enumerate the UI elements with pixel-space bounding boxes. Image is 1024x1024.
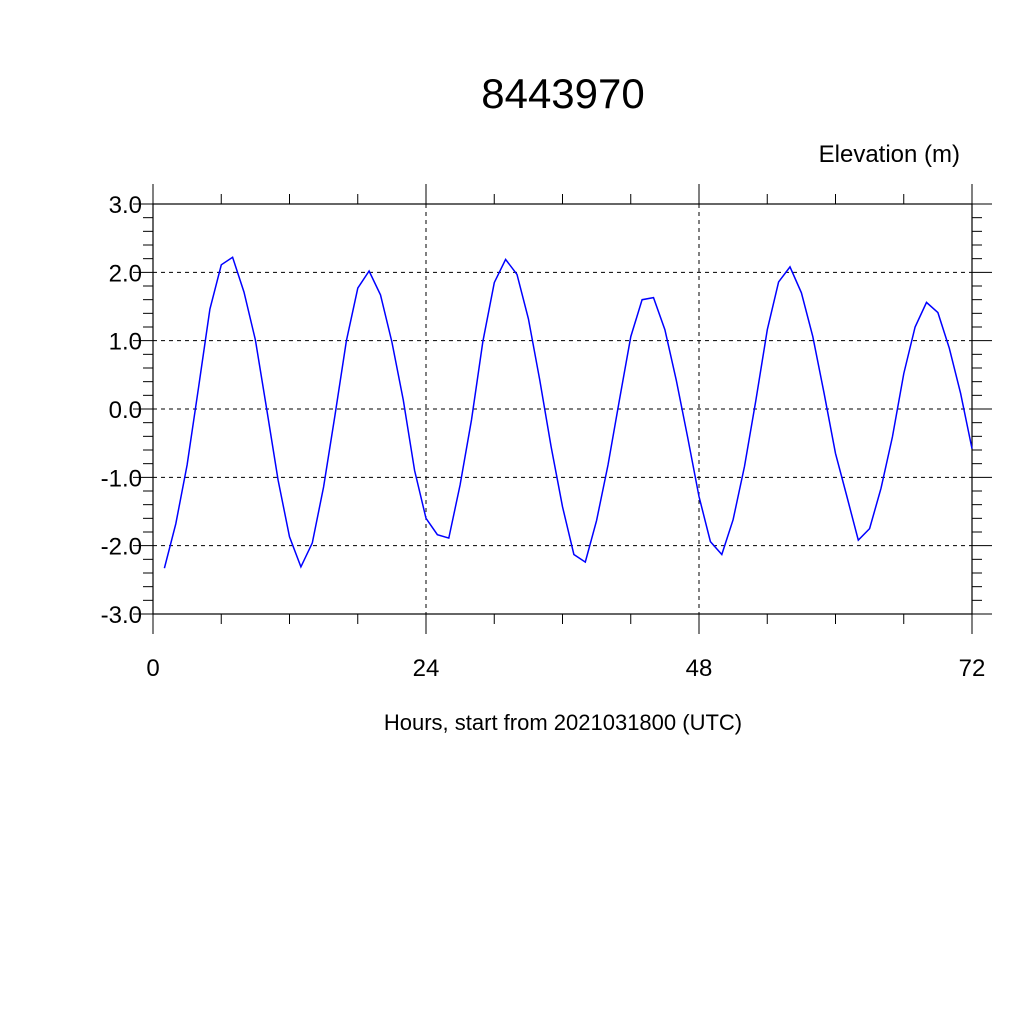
x-axis-label: Hours, start from 2021031800 (UTC) <box>384 710 742 735</box>
series-layer <box>163 256 973 569</box>
axis-ticks <box>133 184 992 634</box>
y-tick-label: 0.0 <box>109 397 142 424</box>
elevation-line <box>163 256 973 569</box>
y-tick-label: 1.0 <box>109 329 142 356</box>
y-axis-label: Elevation (m) <box>819 141 960 168</box>
y-tick-label: 2.0 <box>109 260 142 287</box>
y-tick-label: 3.0 <box>109 192 142 219</box>
chart-title: 8443970 <box>481 70 645 117</box>
y-tick-label: -1.0 <box>101 465 142 492</box>
x-tick-label: 0 <box>146 655 159 682</box>
plot-frame <box>152 203 973 615</box>
y-tick-label: -3.0 <box>101 602 142 629</box>
x-tick-label: 24 <box>413 655 440 682</box>
x-tick-label: 48 <box>686 655 713 682</box>
gridlines <box>152 203 973 615</box>
tick-labels: 0 24 48 72 -3.0 -2.0 -1.0 0.0 1.0 2.0 3.0 <box>101 192 986 682</box>
y-tick-label: -2.0 <box>101 534 142 561</box>
x-tick-label: 72 <box>959 655 986 682</box>
